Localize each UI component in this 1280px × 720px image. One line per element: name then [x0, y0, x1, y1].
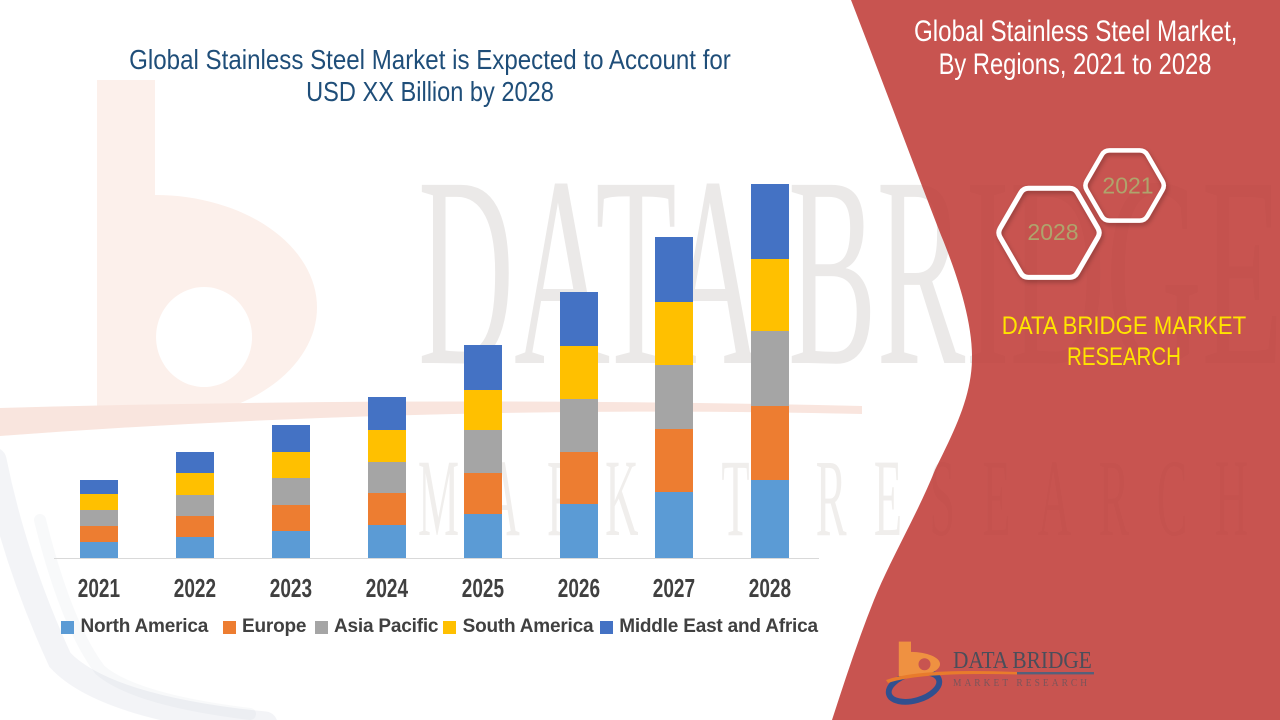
svg-text:DATA BRIDGE: DATA BRIDGE [953, 647, 1092, 673]
svg-text:2028: 2028 [1027, 219, 1078, 245]
svg-text:2021: 2021 [1102, 173, 1153, 199]
svg-text:MARKET RESEARCH: MARKET RESEARCH [953, 678, 1090, 690]
